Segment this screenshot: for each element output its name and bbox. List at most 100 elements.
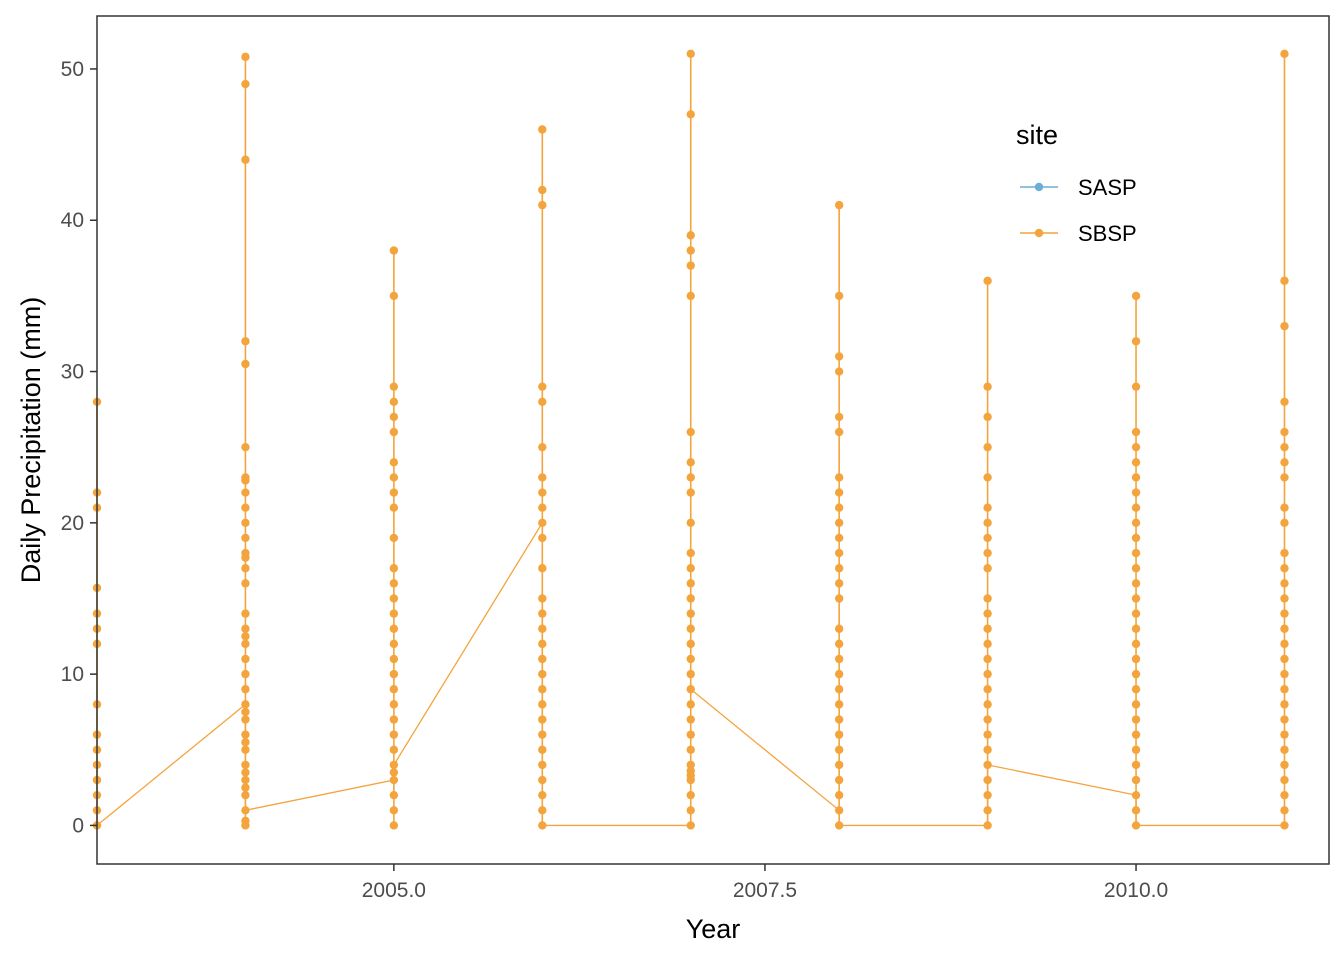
data-point	[686, 715, 695, 724]
y-tick-label: 0	[72, 814, 84, 837]
data-point	[389, 624, 399, 633]
data-point	[983, 821, 992, 830]
data-point	[1280, 503, 1289, 512]
data-point	[389, 427, 399, 437]
data-point	[983, 669, 992, 679]
data-point	[1280, 564, 1289, 573]
data-point	[241, 442, 250, 452]
data-point	[686, 488, 695, 497]
legend: site SASP SBSP	[1016, 120, 1137, 246]
data-point	[686, 548, 695, 558]
data-point	[983, 548, 992, 558]
data-point	[686, 609, 695, 618]
data-point	[686, 261, 695, 270]
data-point	[983, 745, 992, 754]
data-point	[1131, 715, 1141, 724]
data-point	[983, 685, 992, 694]
data-point	[1280, 624, 1289, 633]
data-point	[1131, 639, 1141, 649]
data-point	[686, 579, 695, 588]
data-point	[1280, 654, 1289, 664]
data-point	[983, 624, 992, 633]
x-tick-label: 2005.0	[362, 879, 426, 902]
data-point	[983, 594, 992, 603]
data-point	[241, 654, 250, 664]
data-point	[834, 473, 844, 482]
data-point	[834, 730, 844, 739]
data-point	[538, 397, 547, 406]
data-point	[538, 594, 547, 603]
legend-key-point	[1034, 182, 1044, 192]
data-point	[983, 715, 992, 724]
data-point	[389, 564, 399, 573]
data-point	[1131, 533, 1141, 543]
x-tick-label: 2010.0	[1104, 879, 1168, 902]
legend-title: site	[1016, 120, 1058, 150]
series-sbsp	[92, 49, 1289, 830]
data-point	[834, 624, 844, 633]
data-point	[1131, 427, 1141, 437]
data-point	[1280, 609, 1289, 618]
data-point	[389, 473, 399, 482]
data-point	[1280, 821, 1289, 830]
data-point	[241, 624, 250, 633]
data-point	[1131, 700, 1141, 709]
data-point	[834, 760, 844, 770]
data-point	[834, 548, 844, 558]
data-point	[1131, 548, 1141, 558]
data-point	[1280, 790, 1289, 800]
legend-item-sasp: SASP	[1020, 175, 1137, 200]
data-point	[1280, 321, 1289, 331]
data-point	[538, 473, 547, 482]
data-point	[1280, 775, 1289, 785]
data-point	[686, 231, 695, 240]
data-point	[241, 52, 250, 62]
data-point	[686, 669, 695, 679]
data-point	[538, 442, 547, 452]
data-point	[834, 685, 844, 694]
data-point	[1131, 821, 1141, 830]
data-point	[241, 700, 250, 709]
data-point	[241, 738, 250, 747]
data-point	[1131, 669, 1141, 679]
data-point	[389, 654, 399, 664]
data-point	[834, 488, 844, 497]
data-point	[389, 594, 399, 603]
data-point	[686, 760, 695, 770]
data-point	[241, 533, 250, 543]
series-connector-sbsp	[96, 520, 1285, 827]
y-tick-label: 10	[61, 663, 84, 686]
data-point	[686, 700, 695, 709]
data-point	[834, 639, 844, 649]
data-point	[389, 700, 399, 709]
data-point	[983, 276, 992, 285]
y-axis-title: Daily Precipitation (mm)	[16, 297, 46, 584]
data-point	[389, 291, 399, 301]
data-point	[834, 790, 844, 800]
data-point	[389, 806, 399, 815]
data-point	[686, 291, 695, 301]
data-point	[1131, 806, 1141, 815]
data-point	[389, 821, 399, 830]
data-point	[389, 397, 399, 406]
data-point	[1280, 427, 1289, 437]
data-point	[389, 669, 399, 679]
data-point	[241, 639, 250, 649]
data-point	[538, 700, 547, 709]
data-point	[389, 685, 399, 694]
data-point	[983, 760, 992, 770]
data-point	[389, 382, 399, 391]
data-point	[834, 427, 844, 437]
data-point	[538, 821, 547, 830]
data-point	[834, 700, 844, 709]
data-point	[538, 715, 547, 724]
data-point	[1131, 745, 1141, 754]
data-point	[1131, 442, 1141, 452]
plot-panel-border	[96, 15, 1330, 865]
data-point	[834, 715, 844, 724]
data-point	[686, 639, 695, 649]
data-point	[1280, 715, 1289, 724]
data-point	[389, 639, 399, 649]
